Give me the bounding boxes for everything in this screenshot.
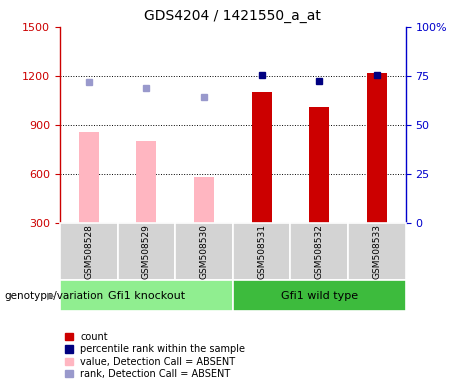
- Text: GSM508532: GSM508532: [315, 224, 324, 279]
- Legend: count, percentile rank within the sample, value, Detection Call = ABSENT, rank, : count, percentile rank within the sample…: [65, 332, 245, 379]
- Text: GSM508530: GSM508530: [200, 224, 208, 279]
- Bar: [309, 107, 329, 223]
- Bar: [367, 73, 387, 223]
- Text: GSM508531: GSM508531: [257, 224, 266, 279]
- Text: Gfi1 knockout: Gfi1 knockout: [108, 291, 185, 301]
- Bar: [79, 132, 99, 223]
- Text: Gfi1 wild type: Gfi1 wild type: [281, 291, 358, 301]
- Text: genotype/variation: genotype/variation: [5, 291, 104, 301]
- Bar: [194, 177, 214, 223]
- Text: GSM508533: GSM508533: [372, 224, 381, 279]
- Text: GSM508528: GSM508528: [84, 224, 93, 279]
- Text: GSM508529: GSM508529: [142, 224, 151, 279]
- Title: GDS4204 / 1421550_a_at: GDS4204 / 1421550_a_at: [144, 9, 321, 23]
- Bar: [136, 141, 156, 223]
- Text: ▶: ▶: [47, 291, 54, 301]
- Bar: [252, 92, 272, 223]
